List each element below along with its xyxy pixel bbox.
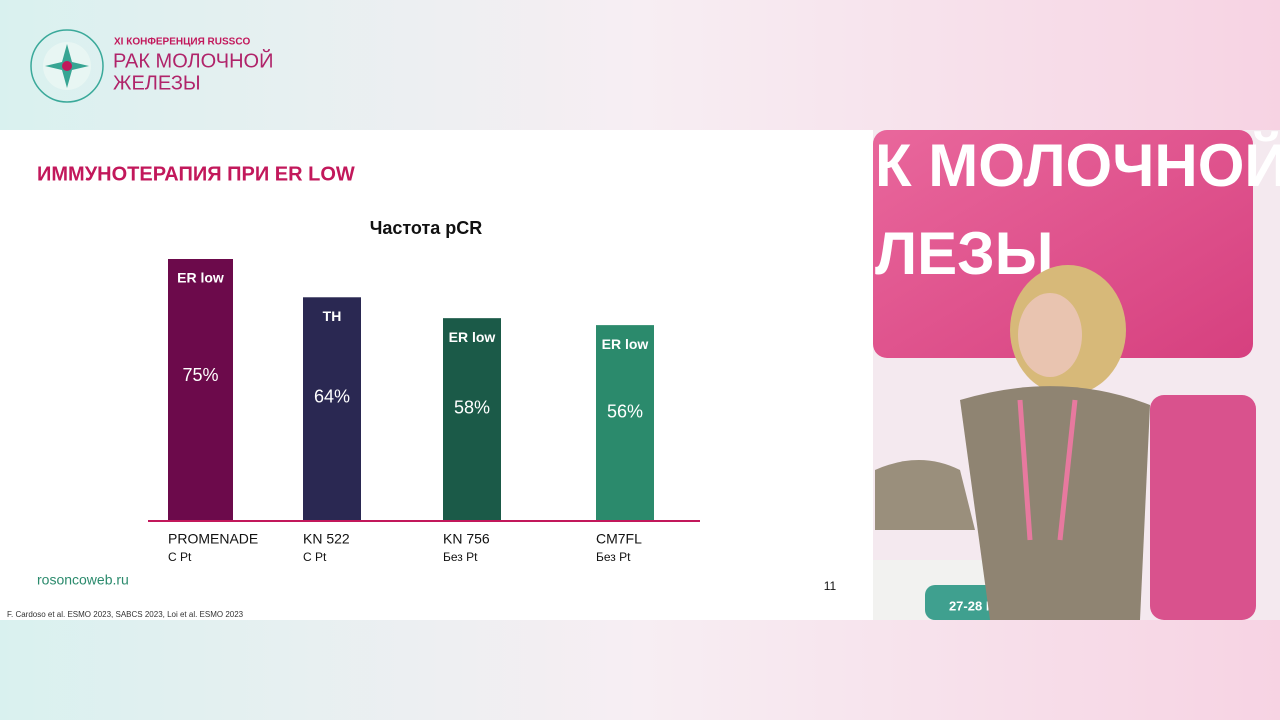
header-title: ЖЕЛЕЗЫ: [113, 72, 201, 94]
bar: [168, 259, 233, 520]
conference-name: XI КОНФЕРЕНЦИЯ RUSSCO: [114, 37, 251, 48]
footnote: F. Cardoso et al. ESMO 2023, SABCS 2023,…: [7, 610, 244, 619]
value-label: 75%: [182, 365, 218, 385]
bar-label: TH: [323, 308, 342, 324]
bar: [443, 318, 501, 520]
category-label: PROMENADE: [168, 531, 258, 547]
category-label: CM7FL: [596, 531, 642, 547]
category-label: KN 522: [303, 531, 350, 547]
subcategory-label: C Pt: [303, 550, 327, 564]
bar: [596, 325, 654, 520]
subcategory-label: Без Pt: [443, 550, 478, 564]
bar-label: ER low: [602, 336, 649, 352]
logo: [30, 29, 104, 103]
slide-heading: ИММУНОТЕРАПИЯ ПРИ ER LOW: [37, 163, 355, 185]
slide: [0, 130, 873, 620]
value-label: 64%: [314, 386, 350, 406]
value-label: 56%: [607, 402, 643, 422]
chart-title: Частота pCR: [370, 218, 483, 238]
backdrop-text: ЛЕЗЫ: [875, 220, 1053, 287]
speaker: [875, 265, 1150, 620]
subcategory-label: Без Pt: [596, 550, 631, 564]
value-label: 58%: [454, 398, 490, 418]
subcategory-label: C Pt: [168, 550, 192, 564]
bar-label: ER low: [449, 329, 496, 345]
page-number: 11: [824, 579, 837, 593]
backdrop-text: К МОЛОЧНОЙ: [875, 132, 1280, 199]
category-label: KN 756: [443, 531, 490, 547]
bar: [303, 297, 361, 520]
header-title: РАК МОЛОЧНОЙ: [113, 48, 274, 72]
bar-label: ER low: [177, 270, 224, 286]
website: rosoncoweb.ru: [37, 572, 129, 588]
